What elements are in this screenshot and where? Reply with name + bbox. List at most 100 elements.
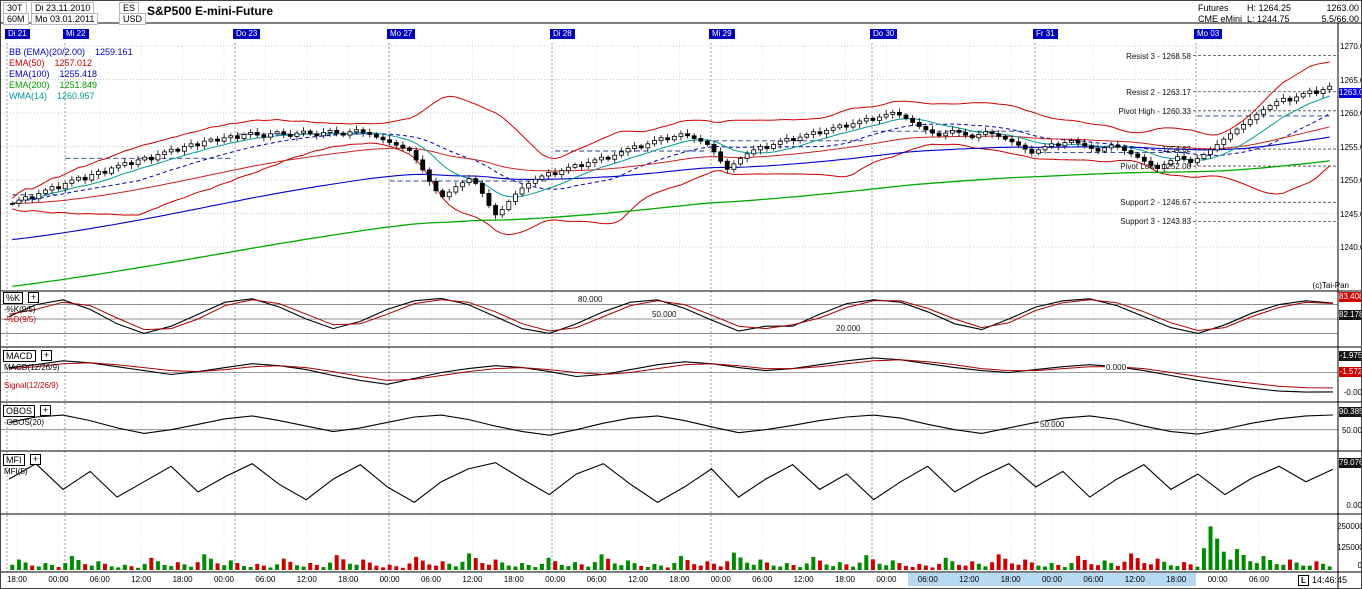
obos-value-badge: 90.385 [1339, 407, 1362, 417]
time-axis-tick: 12:00 [959, 575, 980, 584]
macd-expand-button[interactable]: + [41, 350, 52, 361]
last-tick-flag: L [1298, 575, 1309, 586]
price-axis-tick: 1245.00 [1340, 209, 1361, 219]
pivot-level-label: Support 2 - 1246.67 [1120, 198, 1191, 208]
stoch-k-legend: -%K(9/5) [4, 305, 36, 314]
last-price-axis-badge: 1263.00 [1339, 87, 1361, 98]
legend-value: 1259.161 [95, 47, 133, 57]
obos-expand-button[interactable]: + [40, 405, 51, 416]
indicator-legend-item: BB (EMA)(20/2.00) 1259.161 [9, 47, 133, 57]
stoch-d-legend: -%D(9/5) [4, 315, 37, 324]
obos-axis-label: 50.00 [1341, 426, 1362, 435]
date-axis-badge: Fr 31 [1033, 29, 1058, 39]
pivot-level-label: Pivot Low - 1252.08 [1120, 162, 1191, 172]
date-secondary-cell[interactable]: Mo 03.01.2011 [31, 13, 99, 25]
time-axis-tick: 12:00 [627, 575, 649, 584]
volume-bars [10, 526, 1332, 570]
macd-signal-badge: -1.572 [1339, 367, 1362, 377]
volume-axis-0: 0 [1357, 561, 1362, 570]
obos-level-50-label: 50.000 [1039, 420, 1066, 429]
date-axis-badge: Mi 22 [63, 29, 89, 39]
date-axis-badge: Di 28 [550, 29, 575, 39]
date-axis-badge: Mo 27 [387, 29, 416, 39]
stoch-level-20-label: 20.000 [835, 324, 862, 333]
time-axis-tick: 06:00 [1083, 575, 1104, 584]
legend-label: EMA(50) [9, 58, 45, 68]
date-axis-badge: Do 30 [870, 29, 898, 39]
price-axis-tick: 1265.00 [1340, 75, 1361, 85]
instrument-title: S&P500 E-mini-Future [147, 4, 274, 18]
pivot-level-label: 1254.62 [1162, 145, 1191, 155]
legend-label: EMA(100) [9, 69, 50, 79]
main-price-chart [11, 61, 1331, 288]
legend-label: BB (EMA)(20/2.00) [9, 47, 86, 57]
time-axis-tick: 18:00 [669, 575, 690, 584]
weekend-session-highlight [907, 573, 1197, 586]
mfi-value-badge: 79.076 [1339, 458, 1362, 468]
time-axis-tick: 12:00 [1124, 575, 1145, 584]
pivot-level-label: Resist 3 - 1268.58 [1126, 51, 1191, 61]
date-axis-badge: Do 23 [233, 29, 261, 39]
header-change-range: 5.5/66.00 [1321, 14, 1359, 24]
legend-label: EMA(200) [9, 80, 50, 90]
obos-panel-button[interactable]: OBOS [3, 405, 36, 417]
symbol-cell[interactable]: ES [119, 2, 140, 14]
indicator-legend-item: EMA(50) 1257.012 [9, 58, 92, 68]
session-high-label: H: 1264.25 [1247, 3, 1292, 13]
taipan-watermark: (c)Tai-Pan [1312, 281, 1349, 290]
time-axis-tick: 18:00 [172, 575, 193, 584]
mfi-panel-button[interactable]: MFI [3, 454, 25, 466]
time-axis-tick: 12:00 [296, 575, 317, 584]
macd-panel-button[interactable]: MACD [3, 350, 36, 362]
stoch-panel-button[interactable]: %K [3, 292, 24, 304]
macd-value-badge: -1.975 [1339, 351, 1362, 361]
time-axis-tick: 00:00 [545, 575, 566, 584]
price-axis-tick: 1260.00 [1340, 109, 1361, 118]
pivot-level-label: Resist 2 - 1263.17 [1126, 87, 1191, 97]
header-last-price: 1263.00 [1326, 3, 1359, 13]
volume-axis-125000: 125000 [1337, 543, 1362, 552]
timeframe-secondary-cell[interactable]: 60M [3, 13, 29, 25]
time-axis-tick: 00:00 [1207, 575, 1228, 584]
mfi-legend: MFI(5) [4, 467, 28, 476]
indicator-legend-item: WMA(14) 1260.957 [9, 91, 95, 101]
legend-label: WMA(14) [9, 91, 47, 101]
macd-axis-label: -0.00 [1343, 388, 1362, 397]
time-axis-tick: 00:00 [379, 575, 400, 584]
legend-value: 1251.849 [59, 80, 98, 90]
volume-axis-250000: 250000 [1337, 522, 1362, 531]
mfi-axis-label: 0.00 [1346, 501, 1362, 510]
date-axis-badge: Mo 03 [1194, 29, 1223, 39]
time-axis-tick: 12:00 [793, 575, 814, 584]
time-axis-tick: 06:00 [586, 575, 607, 584]
stoch-k-value-badge: 83.408 [1339, 292, 1362, 302]
stoch-level-80-label: 80.000 [577, 295, 604, 304]
date-axis-badge: Mi 29 [709, 29, 735, 39]
time-axis-tick: 18:00 [1000, 575, 1021, 584]
time-axis-tick: 00:00 [213, 575, 235, 584]
price-axis-tick: 1250.00 [1340, 176, 1361, 185]
time-axis-tick: 12:00 [131, 575, 152, 584]
clock-time: 14:46:45 [1312, 575, 1348, 585]
currency-cell[interactable]: USD [119, 13, 147, 25]
mfi-expand-button[interactable]: + [30, 454, 41, 465]
time-axis-tick: 06:00 [420, 575, 442, 584]
indicator-legend-item: EMA(100) 1255.418 [9, 69, 97, 79]
time-axis-tick: 12:00 [462, 575, 483, 584]
time-axis-tick: 18:00 [6, 575, 28, 584]
legend-value: 1257.012 [54, 58, 93, 68]
stoch-d-value-badge: 82.178 [1339, 310, 1362, 320]
price-axis-tick: 1240.00 [1340, 243, 1361, 252]
instrument-category: Futures [1198, 3, 1229, 13]
time-axis-tick: 18:00 [1166, 575, 1187, 584]
stoch-expand-button[interactable]: + [28, 292, 39, 303]
time-axis-tick: 00:00 [876, 575, 897, 584]
time-axis-tick: 00:00 [1041, 575, 1063, 584]
pivot-level-label: Pivot High - 1260.33 [1118, 106, 1192, 116]
time-axis-tick: 06:00 [752, 575, 773, 584]
time-axis-tick: 06:00 [917, 575, 938, 584]
pivot-level-label: Support 3 - 1243.83 [1120, 217, 1191, 227]
